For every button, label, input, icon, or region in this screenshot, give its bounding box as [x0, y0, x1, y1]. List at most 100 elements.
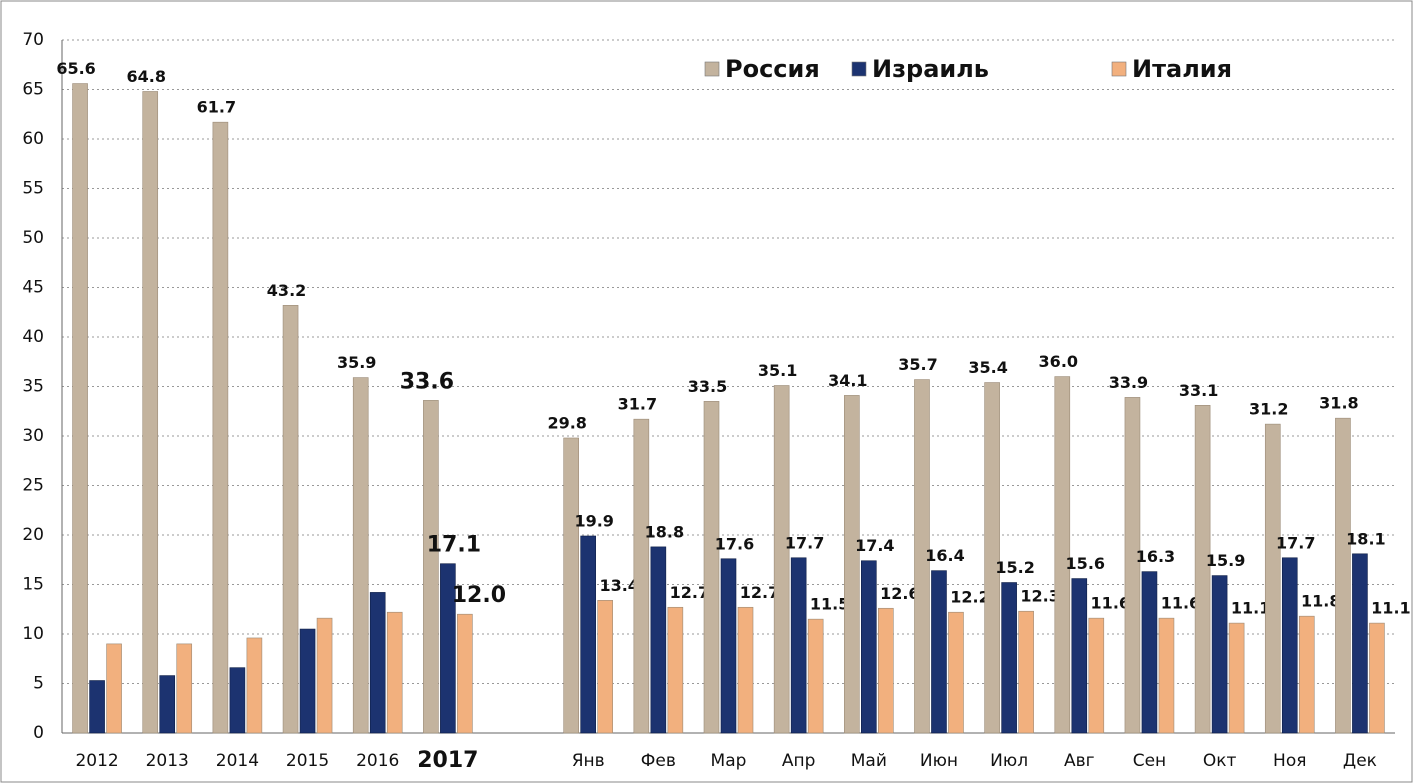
bar	[352, 377, 369, 734]
y-tick-label: 5	[33, 674, 44, 694]
bar	[1298, 615, 1315, 734]
data-label: 15.6	[1066, 554, 1105, 573]
data-label: 29.8	[547, 413, 586, 432]
bar	[246, 637, 263, 734]
data-label: 11.6	[1161, 594, 1200, 613]
x-tick-label: Май	[851, 751, 887, 771]
data-label: 12.3	[1020, 587, 1059, 606]
x-tick-label: 2012	[75, 751, 118, 771]
bar	[72, 83, 88, 734]
bar	[1281, 557, 1298, 734]
bar	[737, 606, 754, 734]
bar	[844, 395, 860, 734]
data-label: 11.8	[1301, 592, 1340, 611]
bar	[861, 560, 877, 734]
bar	[282, 305, 299, 734]
legend-swatch	[704, 61, 720, 77]
y-tick-label: 55	[22, 179, 44, 199]
legend-label: Россия	[725, 55, 820, 83]
bar	[1228, 622, 1245, 734]
bar	[1194, 405, 1211, 734]
bar	[807, 618, 824, 734]
bar	[1369, 622, 1385, 734]
x-tick-label: Апр	[782, 751, 816, 771]
bar	[369, 592, 386, 734]
data-label: 17.7	[1276, 533, 1315, 552]
bar	[597, 600, 613, 734]
y-tick-label: 40	[22, 327, 44, 347]
bar	[1158, 617, 1175, 734]
bar	[229, 667, 246, 734]
data-label: 12.7	[670, 583, 709, 602]
data-label: 11.6	[1091, 594, 1130, 613]
bar	[1124, 397, 1141, 734]
legend-swatch	[851, 61, 867, 77]
bar	[563, 437, 579, 734]
data-label: 31.2	[1249, 400, 1288, 419]
data-label: 15.2	[995, 558, 1034, 577]
data-label: 34.1	[828, 371, 867, 390]
x-tick-label: 2017	[417, 748, 478, 773]
bar	[667, 606, 684, 734]
y-tick-label: 30	[22, 426, 44, 446]
data-label: 11.5	[810, 595, 849, 614]
x-tick-label: Дек	[1343, 751, 1377, 771]
y-tick-label: 45	[22, 278, 44, 298]
data-label: 31.7	[618, 395, 657, 414]
bar	[1352, 553, 1368, 734]
data-label: 12.7	[740, 583, 779, 602]
data-label: 18.1	[1346, 529, 1385, 548]
bar	[1141, 571, 1158, 734]
y-tick-label: 10	[22, 624, 44, 644]
legend-label: Италия	[1132, 55, 1232, 83]
legend-label: Израиль	[872, 55, 989, 83]
bar	[1018, 610, 1034, 734]
y-tick-label: 70	[22, 30, 44, 50]
bar	[984, 382, 1000, 734]
data-label: 33.6	[400, 369, 454, 394]
bar	[386, 611, 403, 734]
bar	[316, 617, 333, 734]
x-tick-label: Мар	[711, 751, 747, 771]
data-label: 11.1	[1371, 599, 1410, 618]
data-label: 36.0	[1039, 352, 1078, 371]
bar	[703, 401, 720, 734]
bar	[1211, 575, 1228, 734]
data-label: 33.1	[1179, 381, 1218, 400]
data-label: 16.3	[1136, 547, 1175, 566]
data-label: 18.8	[645, 522, 684, 541]
bar	[212, 121, 229, 734]
bar	[650, 546, 667, 734]
x-tick-label: Ноя	[1273, 751, 1306, 771]
bar	[1071, 578, 1088, 734]
bar	[106, 643, 122, 734]
data-label: 35.4	[968, 358, 1007, 377]
x-tick-label: 2013	[146, 751, 189, 771]
bar	[633, 418, 650, 734]
data-label: 35.1	[758, 361, 797, 380]
bar	[1054, 376, 1071, 734]
data-label: 12.2	[950, 588, 989, 607]
x-tick-label: Июн	[920, 751, 958, 771]
x-tick-label: Сен	[1133, 751, 1166, 771]
data-label: 35.9	[337, 353, 376, 372]
data-label: 65.6	[56, 59, 95, 78]
data-label: 64.8	[126, 67, 165, 86]
data-label: 12.6	[880, 584, 919, 603]
data-label: 33.5	[688, 377, 727, 396]
y-tick-label: 60	[22, 129, 44, 149]
bar	[878, 607, 894, 734]
x-tick-label: Июл	[990, 751, 1028, 771]
data-label: 17.6	[715, 534, 754, 553]
data-label: 11.1	[1231, 599, 1270, 618]
bar	[440, 563, 456, 734]
y-tick-label: 20	[22, 525, 44, 545]
y-tick-label: 50	[22, 228, 44, 248]
x-tick-label: 2015	[286, 751, 329, 771]
bar	[948, 611, 964, 734]
data-label: 17.7	[785, 533, 824, 552]
x-tick-label: Окт	[1203, 751, 1237, 771]
bar	[773, 385, 790, 734]
